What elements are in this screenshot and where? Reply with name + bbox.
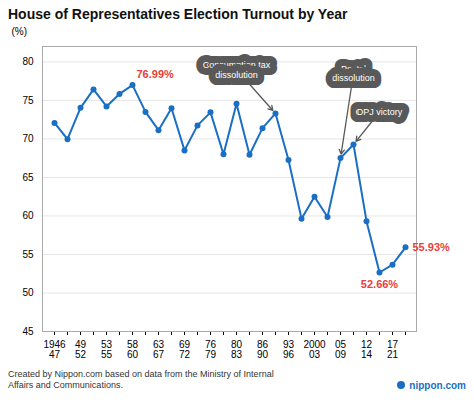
svg-text:5860: 5860 (127, 339, 139, 360)
svg-text:9396: 9396 (283, 339, 295, 360)
svg-text:52.66%: 52.66% (361, 278, 399, 290)
html-text:House of Representatives Elect: House of Representatives Election Turnou… (8, 6, 348, 22)
svg-text:0509: 0509 (335, 339, 347, 360)
svg-text:5355: 5355 (101, 339, 113, 360)
svg-text:80: 80 (22, 56, 34, 67)
svg-text:70: 70 (22, 133, 34, 144)
svg-text:55.93%: 55.93% (413, 241, 451, 253)
svg-text:75: 75 (22, 95, 34, 106)
svg-text:4952: 4952 (75, 339, 87, 360)
svg-text:7679: 7679 (205, 339, 217, 360)
svg-text:200003: 200003 (303, 339, 326, 360)
svg-text:(%): (%) (12, 26, 28, 37)
svg-text:76.99%: 76.99% (137, 68, 175, 80)
svg-text:50: 50 (22, 287, 34, 298)
svg-text:45: 45 (22, 326, 34, 337)
svg-text:60: 60 (22, 210, 34, 221)
svg-text:1214: 1214 (361, 339, 373, 360)
html-text:nippon.com: nippon.com (409, 379, 466, 391)
svg-text:8083: 8083 (231, 339, 243, 360)
svg-text:55: 55 (22, 249, 34, 260)
svg-text:8690: 8690 (257, 339, 269, 360)
svg-text:DPJ victory: DPJ victory (357, 107, 403, 117)
svg-text:65: 65 (22, 172, 34, 183)
html-text:Created by Nippon.com based on: Created by Nippon.com based on data from… (8, 369, 274, 390)
svg-text:6972: 6972 (179, 339, 191, 360)
svg-text:Postaldissolution: Postaldissolution (332, 64, 375, 84)
svg-text:194647: 194647 (43, 339, 66, 360)
svg-text:1721: 1721 (387, 339, 399, 360)
svg-text:6367: 6367 (153, 339, 165, 360)
svg-text:Consumption taxdissolution: Consumption taxdissolution (203, 60, 271, 80)
